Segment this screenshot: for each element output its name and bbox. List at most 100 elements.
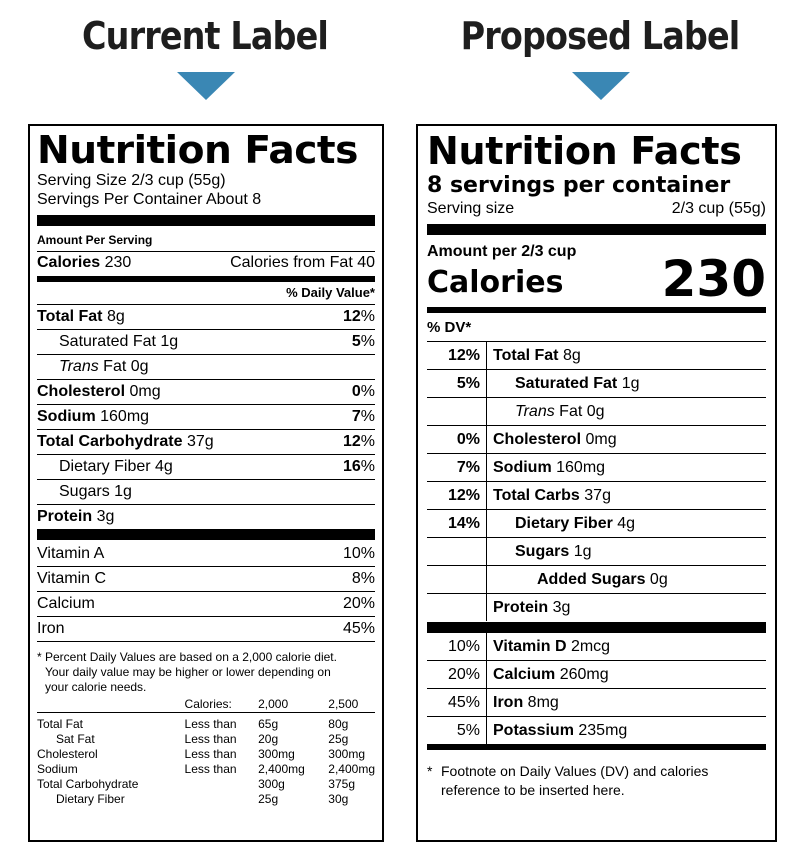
current-nutrient-row: Dietary Fiber 4g 16% <box>37 454 375 479</box>
current-servings-per-container: Servings Per Container About 8 <box>37 191 262 208</box>
current-nutrient-name: Saturated Fat 1g <box>59 333 179 350</box>
thick-rule <box>427 744 766 750</box>
proposed-nutrient-name: Trans Fat 0g <box>515 402 605 420</box>
current-vitamin-name: Vitamin A <box>37 545 105 562</box>
current-nutrient-row: Total Fat 8g 12% <box>37 304 375 329</box>
proposed-nutrient-dv: 12% <box>427 482 487 509</box>
current-vitamin-dv: 10% <box>342 545 375 562</box>
thick-rule <box>427 622 766 633</box>
current-vitamin-dv: 45% <box>342 620 375 637</box>
proposed-nutrient-dv <box>427 538 487 565</box>
proposed-nutrient-name: Dietary Fiber 4g <box>515 514 636 532</box>
proposed-nutrient-row: Added Sugars 0g <box>427 565 766 593</box>
proposed-vitamin-list: 10% Vitamin D 2mcg 20% Calcium 260mg 45% Iron… <box>427 633 766 744</box>
table-row: Dietary Fiber 25g 30g <box>56 792 349 806</box>
current-nutrient-row: Saturated Fat 1g 5% <box>37 329 375 354</box>
proposed-nutrient-row: Sugars 1g <box>427 537 766 565</box>
current-footnote: * Percent Daily Values are based on a 2,… <box>37 641 375 695</box>
proposed-nutrient-dv: 12% <box>427 342 487 369</box>
current-vitamin-row: Iron 45% <box>37 616 375 641</box>
proposed-nutrient-name: Cholesterol 0mg <box>493 430 617 448</box>
proposed-vitamin-row: 45% Iron 8mg <box>427 688 766 716</box>
current-vitamin-name: Iron <box>37 620 65 637</box>
current-amount-per-serving: Amount Per Serving <box>37 233 153 247</box>
thick-rule <box>427 224 766 235</box>
proposed-servings-per-container: 8 servings per container <box>427 173 731 198</box>
proposed-nutrient-row: Trans Fat 0g <box>427 397 766 425</box>
proposed-nutrient-name: Added Sugars 0g <box>537 570 668 588</box>
current-dv-header: % Daily Value* <box>286 285 375 300</box>
current-nutrient-dv: 7% <box>351 408 375 425</box>
current-nutrient-dv: 12% <box>342 308 375 325</box>
current-nutrient-name: Trans Fat 0g <box>59 358 149 375</box>
current-nutrient-list: Total Fat 8g 12% Saturated Fat 1g 5% Trans F… <box>37 304 375 529</box>
proposed-nutrient-dv <box>427 398 487 425</box>
current-nutrient-row: Total Carbohydrate 37g 12% <box>37 429 375 454</box>
current-nutrient-dv: 5% <box>351 333 375 350</box>
proposed-vitamin-name: Calcium 260mg <box>493 665 609 683</box>
proposed-vitamin-dv: 20% <box>427 661 487 688</box>
current-serving-size: Serving Size 2/3 cup (55g) <box>37 172 226 189</box>
proposed-nutrient-name: Sodium 160mg <box>493 458 606 476</box>
proposed-label-heading: Proposed Label <box>460 14 741 58</box>
proposed-nutrient-dv: 0% <box>427 426 487 453</box>
medium-rule <box>427 307 766 313</box>
current-vitamin-list: Vitamin A 10% Vitamin C 8% Calcium 20% Iron 45% <box>37 542 375 641</box>
table-header-row: Calories: 2,000 2,500 <box>37 697 375 713</box>
proposed-nutrient-row: 12% Total Fat 8g <box>427 341 766 369</box>
current-nutrient-name: Total Carbohydrate 37g <box>37 433 214 450</box>
thick-rule <box>37 529 375 540</box>
current-calories-row: Calories 230 Calories from Fat 40 <box>37 251 375 274</box>
current-calories: Calories 230 <box>37 254 132 271</box>
proposed-serving-size-value: 2/3 cup (55g) <box>671 200 766 217</box>
proposed-vitamin-dv: 10% <box>427 633 487 660</box>
proposed-nutrient-row: 5% Saturated Fat 1g <box>427 369 766 397</box>
proposed-vitamin-dv: 45% <box>427 689 487 716</box>
current-nutrient-name: Total Fat 8g <box>37 308 125 325</box>
current-nutrient-row: Cholesterol 0mg 0% <box>37 379 375 404</box>
proposed-nutrient-name: Protein 3g <box>493 598 571 616</box>
proposed-nutrient-row: 12% Total Carbs 37g <box>427 481 766 509</box>
current-vitamin-dv: 20% <box>342 595 375 612</box>
proposed-vitamin-row: 20% Calcium 260mg <box>427 660 766 688</box>
table-row: Sodium Less than 2,400mg 2,400mg <box>37 762 375 776</box>
current-daily-values-table: Calories: 2,000 2,500 Total Fat Less than 65g… <box>37 697 375 807</box>
proposed-vitamin-row: 5% Potassium 235mg <box>427 716 766 744</box>
current-nutrient-dv: 16% <box>342 458 375 475</box>
proposed-footnote: * Footnote on Daily Values (DV) and calo… <box>427 763 709 798</box>
current-vitamin-name: Calcium <box>37 595 95 612</box>
current-nutrient-row: Sugars 1g <box>37 479 375 504</box>
proposed-nutrient-dv <box>427 566 487 593</box>
current-nutrient-name: Cholesterol 0mg <box>37 383 161 400</box>
proposed-vitamin-row: 10% Vitamin D 2mcg <box>427 633 766 660</box>
thick-rule <box>37 215 375 226</box>
current-nutrient-row: Protein 3g <box>37 504 375 529</box>
current-nutrient-row: Sodium 160mg 7% <box>37 404 375 429</box>
proposed-nutrient-row: Protein 3g <box>427 593 766 621</box>
proposed-nutrient-name: Saturated Fat 1g <box>515 374 640 392</box>
proposed-vitamin-dv: 5% <box>427 717 487 744</box>
proposed-nutrient-list: 12% Total Fat 8g 5% Saturated Fat 1g Trans F… <box>427 341 766 621</box>
proposed-nutrient-row: 0% Cholesterol 0mg <box>427 425 766 453</box>
proposed-nutrient-name: Sugars 1g <box>515 542 592 560</box>
current-label-heading: Current Label <box>82 14 329 58</box>
proposed-nutrient-row: 14% Dietary Fiber 4g <box>427 509 766 537</box>
proposed-vitamin-name: Potassium 235mg <box>493 721 628 739</box>
current-nutrient-row: Trans Fat 0g <box>37 354 375 379</box>
proposed-nutrient-dv <box>427 594 487 621</box>
medium-rule <box>37 276 375 282</box>
table-row: Total Fat Less than 65g 80g <box>37 717 349 731</box>
table-row: Total Carbohydrate 300g 375g <box>37 777 355 791</box>
current-calories-from-fat: Calories from Fat 40 <box>230 254 375 271</box>
proposed-nutrient-dv: 7% <box>427 454 487 481</box>
proposed-nutrient-dv: 5% <box>427 370 487 397</box>
proposed-nutrient-row: 7% Sodium 160mg <box>427 453 766 481</box>
proposed-serving-size-row: Serving size 2/3 cup (55g) <box>427 199 766 219</box>
proposed-nutrient-name: Total Carbs 37g <box>493 486 611 504</box>
proposed-amount-per: Amount per 2/3 cup <box>427 243 577 260</box>
proposed-nutrient-dv: 14% <box>427 510 487 537</box>
current-nutrient-name: Sodium 160mg <box>37 408 150 425</box>
table-row: Sat Fat Less than 20g 25g <box>56 732 349 746</box>
proposed-title: Nutrition Facts <box>427 129 742 173</box>
current-vitamin-row: Vitamin C 8% <box>37 566 375 591</box>
